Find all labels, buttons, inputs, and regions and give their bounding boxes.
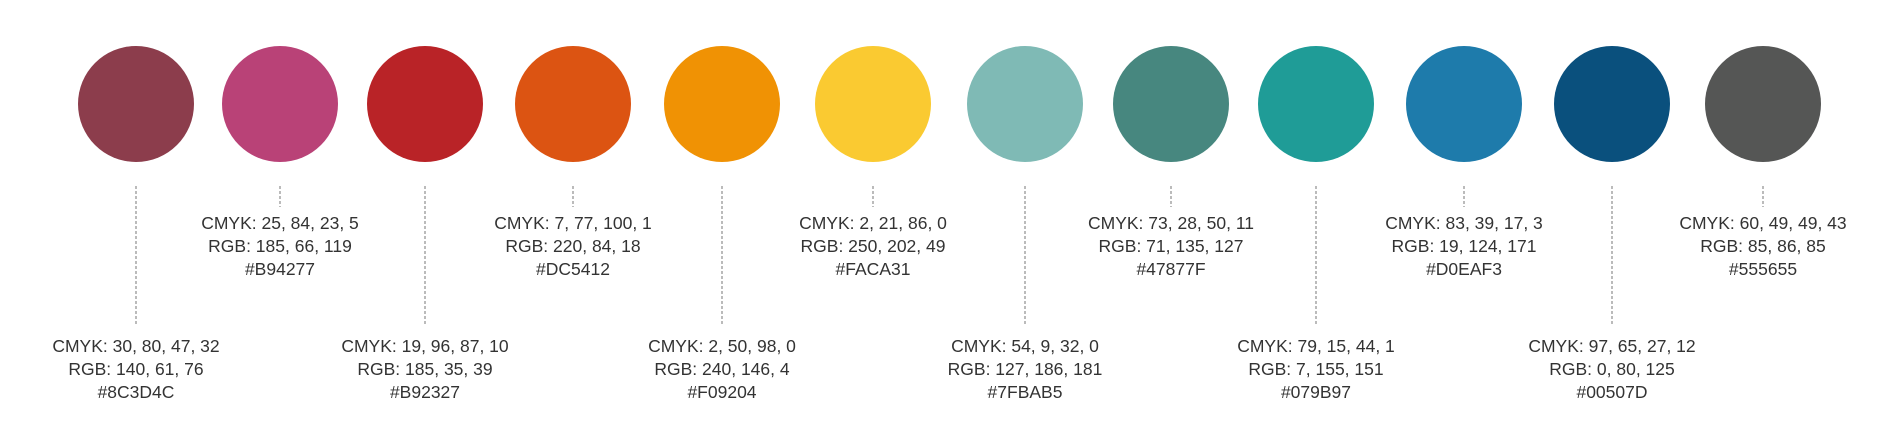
- swatch-circle: [1554, 46, 1670, 162]
- rgb-label: RGB: 71, 135, 127: [1099, 236, 1244, 256]
- cmyk-label: CMYK: 83, 39, 17, 3: [1385, 213, 1543, 233]
- cmyk-label: CMYK: 2, 21, 86, 0: [799, 213, 947, 233]
- hex-label: #555655: [1729, 259, 1797, 279]
- cmyk-label: CMYK: 25, 84, 23, 5: [201, 213, 359, 233]
- rgb-label: RGB: 185, 35, 39: [357, 359, 492, 379]
- rgb-label: RGB: 240, 146, 4: [654, 359, 789, 379]
- cmyk-label: CMYK: 54, 9, 32, 0: [951, 336, 1099, 356]
- swatch-circle: [1258, 46, 1374, 162]
- hex-label: #8C3D4C: [98, 382, 175, 402]
- rgb-label: RGB: 0, 80, 125: [1549, 359, 1675, 379]
- cmyk-label: CMYK: 97, 65, 27, 12: [1528, 336, 1695, 356]
- hex-label: #47877F: [1136, 259, 1205, 279]
- hex-label: #D0EAF3: [1426, 259, 1502, 279]
- swatch-circle: [815, 46, 931, 162]
- cmyk-label: CMYK: 19, 96, 87, 10: [341, 336, 509, 356]
- hex-label: #B92327: [390, 382, 460, 402]
- cmyk-label: CMYK: 79, 15, 44, 1: [1237, 336, 1395, 356]
- hex-label: #079B97: [1281, 382, 1351, 402]
- hex-label: #7FBAB5: [988, 382, 1063, 402]
- swatch-circle: [967, 46, 1083, 162]
- swatch-circle: [222, 46, 338, 162]
- rgb-label: RGB: 185, 66, 119: [208, 236, 352, 256]
- hex-label: #DC5412: [536, 259, 610, 279]
- cmyk-label: CMYK: 30, 80, 47, 32: [52, 336, 219, 356]
- cmyk-label: CMYK: 60, 49, 49, 43: [1679, 213, 1846, 233]
- rgb-label: RGB: 85, 86, 85: [1700, 236, 1826, 256]
- cmyk-label: CMYK: 73, 28, 50, 11: [1088, 213, 1254, 233]
- hex-label: #B94277: [245, 259, 315, 279]
- swatch-circle: [1406, 46, 1522, 162]
- hex-label: #00507D: [1576, 382, 1647, 402]
- rgb-label: RGB: 140, 61, 76: [68, 359, 203, 379]
- cmyk-label: CMYK: 2, 50, 98, 0: [648, 336, 796, 356]
- hex-label: #FACA31: [836, 259, 911, 279]
- rgb-label: RGB: 250, 202, 49: [801, 236, 946, 256]
- cmyk-label: CMYK: 7, 77, 100, 1: [494, 213, 652, 233]
- rgb-label: RGB: 7, 155, 151: [1248, 359, 1383, 379]
- swatch-circle: [515, 46, 631, 162]
- swatch-circle: [367, 46, 483, 162]
- swatch-circle: [78, 46, 194, 162]
- rgb-label: RGB: 220, 84, 18: [505, 236, 640, 256]
- rgb-label: RGB: 19, 124, 171: [1392, 236, 1537, 256]
- swatch-circle: [1113, 46, 1229, 162]
- rgb-label: RGB: 127, 186, 181: [948, 359, 1103, 379]
- hex-label: #F09204: [687, 382, 756, 402]
- swatch-circle: [664, 46, 780, 162]
- swatch-circle: [1705, 46, 1821, 162]
